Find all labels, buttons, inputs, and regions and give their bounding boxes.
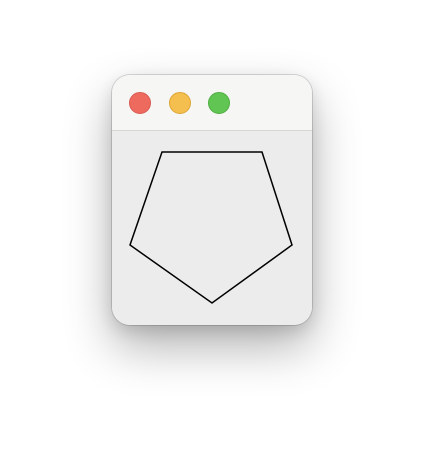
- pentagon-shape: [129, 151, 293, 304]
- app-window: [112, 75, 312, 325]
- drawing-canvas: [129, 151, 293, 304]
- close-button[interactable]: [129, 92, 151, 114]
- minimize-button[interactable]: [169, 92, 191, 114]
- window-titlebar[interactable]: [112, 75, 312, 131]
- window-content: [112, 131, 312, 325]
- zoom-button[interactable]: [208, 92, 230, 114]
